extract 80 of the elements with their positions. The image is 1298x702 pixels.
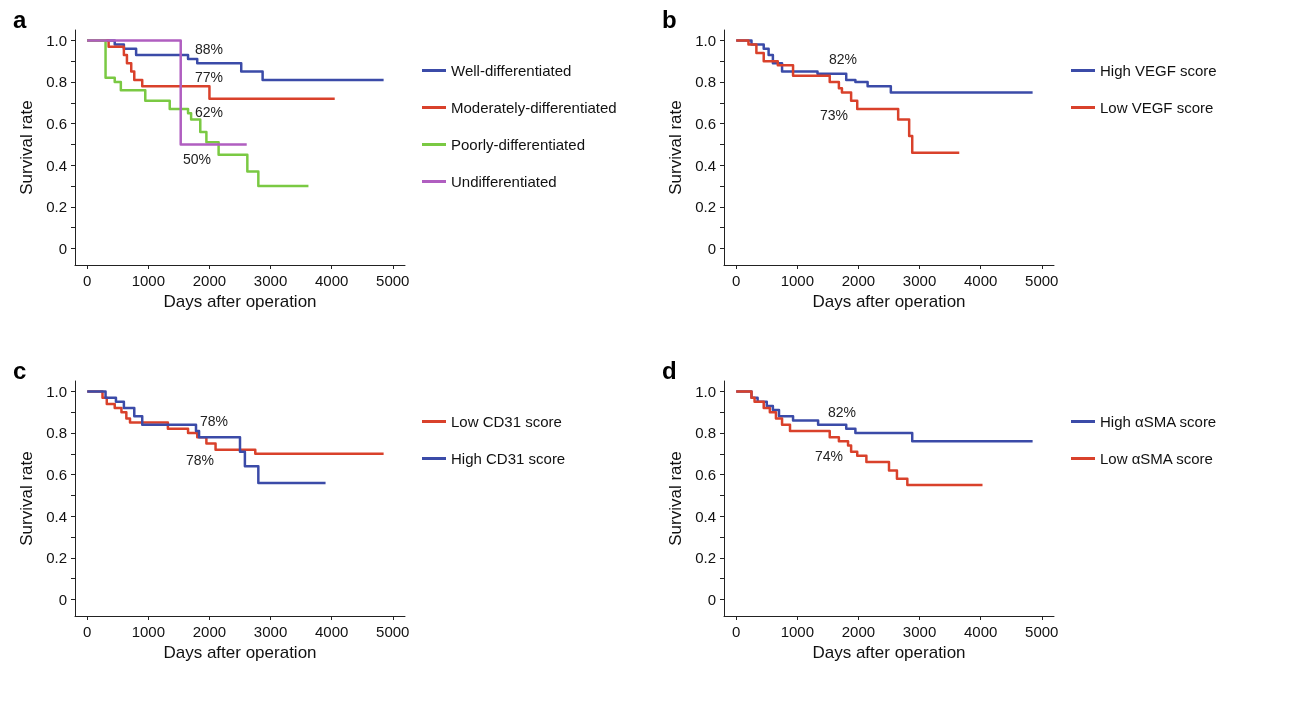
x-tick-label: 3000 [902, 623, 937, 640]
x-tick-label: 2000 [192, 272, 227, 289]
y-axis-title: Survival rate [666, 100, 686, 195]
annotation: 78% [199, 413, 229, 429]
legend-label: Low VEGF score [1100, 99, 1214, 116]
legend-label: Low αSMA score [1100, 450, 1213, 467]
y-tick-label: 1.0 [46, 31, 67, 49]
y-tick-label: 0.4 [695, 156, 716, 174]
annotation: 88% [194, 41, 224, 57]
legend-label: High CD31 score [451, 450, 566, 467]
y-tick-label: 0.4 [46, 156, 67, 174]
x-tick-label: 3000 [902, 272, 937, 289]
y-tick-label: 0.8 [695, 73, 716, 91]
y-tick-label: 0.8 [46, 424, 67, 442]
annotation: 77% [194, 69, 224, 85]
legend-label: Low CD31 score [451, 413, 562, 430]
x-tick-label: 5000 [1025, 623, 1059, 640]
x-tick-label: 0 [83, 272, 92, 289]
y-tick-label: 0.6 [695, 466, 716, 484]
annotation: 82% [828, 51, 858, 67]
x-tick-label: 0 [732, 272, 741, 289]
annotation: 50% [182, 151, 212, 167]
x-tick-label: 4000 [314, 272, 349, 289]
x-tick-label: 2000 [192, 623, 227, 640]
legend-label: High VEGF score [1100, 62, 1217, 79]
annotation: 74% [814, 448, 844, 464]
x-tick-label: 4000 [963, 272, 998, 289]
legend-label: Well-differentiated [451, 62, 572, 79]
y-tick-label: 0 [58, 590, 67, 608]
y-tick-label: 0.8 [695, 424, 716, 442]
chart-title: a [13, 5, 27, 33]
y-tick-label: 0.2 [695, 198, 716, 216]
y-tick-label: 0.2 [46, 549, 67, 567]
annotation: 78% [185, 452, 215, 468]
y-tick-label: 0.4 [695, 507, 716, 525]
y-tick-label: 0 [58, 239, 67, 257]
annotation: 62% [194, 104, 224, 120]
y-tick-label: 0 [707, 239, 716, 257]
x-axis-title: Days after operation [812, 643, 966, 662]
x-tick-label: 2000 [841, 272, 876, 289]
x-tick-label: 0 [83, 623, 92, 640]
x-tick-label: 4000 [963, 623, 998, 640]
y-tick-label: 0.6 [695, 115, 716, 133]
chart-title: b [662, 5, 677, 33]
x-tick-label: 3000 [253, 272, 288, 289]
y-tick-label: 1.0 [695, 31, 716, 49]
y-tick-label: 0.4 [46, 507, 67, 525]
x-axis-title: Days after operation [163, 292, 317, 311]
x-axis-title: Days after operation [812, 292, 966, 311]
legend-label: Moderately-differentiated [451, 99, 617, 116]
x-tick-label: 3000 [253, 623, 288, 640]
chart-title: c [13, 356, 27, 384]
x-tick-label: 5000 [376, 272, 410, 289]
x-tick-label: 0 [732, 623, 741, 640]
legend-label: High αSMA score [1100, 413, 1217, 430]
y-tick-label: 0.2 [695, 549, 716, 567]
y-tick-label: 0.6 [46, 115, 67, 133]
chart-title: d [662, 356, 677, 384]
y-tick-label: 0 [707, 590, 716, 608]
x-tick-label: 1000 [780, 623, 815, 640]
y-tick-label: 0.8 [46, 73, 67, 91]
x-tick-label: 1000 [780, 272, 815, 289]
y-axis-title: Survival rate [666, 451, 686, 546]
y-axis-title: Survival rate [17, 451, 37, 546]
x-tick-label: 5000 [1025, 272, 1059, 289]
x-tick-label: 1000 [131, 272, 166, 289]
x-tick-label: 1000 [131, 623, 166, 640]
x-axis-title: Days after operation [163, 643, 317, 662]
x-tick-label: 2000 [841, 623, 876, 640]
legend-label: Poorly-differentiated [451, 136, 585, 153]
y-tick-label: 0.2 [46, 198, 67, 216]
annotation: 82% [827, 404, 857, 420]
x-tick-label: 5000 [376, 623, 410, 640]
y-tick-label: 0.6 [46, 466, 67, 484]
y-tick-label: 1.0 [695, 382, 716, 400]
y-axis-title: Survival rate [17, 100, 37, 195]
y-tick-label: 1.0 [46, 382, 67, 400]
x-tick-label: 4000 [314, 623, 349, 640]
annotation: 73% [819, 107, 849, 123]
legend-label: Undifferentiated [451, 173, 557, 190]
